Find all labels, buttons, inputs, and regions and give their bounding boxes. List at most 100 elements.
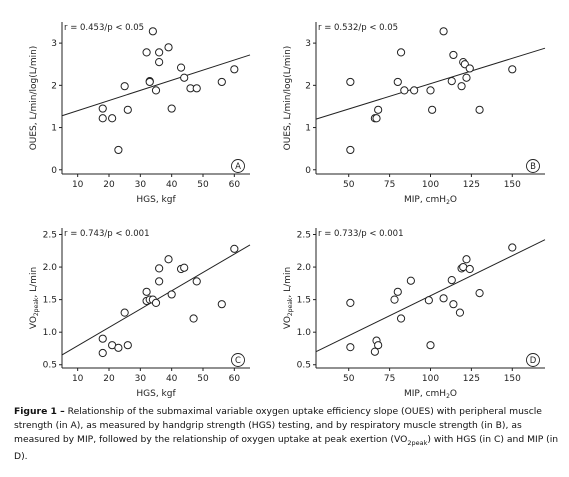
y-axis-label-c: VO2peak, L/min xyxy=(29,267,40,329)
correlation-annotation-a: r = 0.453/p < 0.05 xyxy=(64,23,144,33)
data-point-d-8 xyxy=(406,276,415,285)
x-tick-label-b-0: 50 xyxy=(343,180,355,190)
data-point-a-15 xyxy=(176,63,186,72)
data-point-d-18 xyxy=(465,264,474,274)
figure-panels: 10 20 30 40 50 60 0 1 2 3 r = 0.453/p < 0.05 A HGS, … xyxy=(29,22,546,400)
caption-subscript: 2peak xyxy=(407,438,428,447)
data-point-a-4 xyxy=(120,82,129,91)
x-tick-label-c-3: 40 xyxy=(166,374,178,384)
x-tick-label-a-1: 20 xyxy=(103,180,115,190)
data-point-d-14 xyxy=(455,308,465,317)
data-point-b-11 xyxy=(439,27,448,36)
y-tick-label-b-1: 1 xyxy=(305,124,311,134)
y-tick-label-c-0: 0.5 xyxy=(43,361,57,371)
x-tick-label-a-0: 10 xyxy=(72,180,84,190)
data-point-a-2 xyxy=(108,114,117,123)
data-point-a-10 xyxy=(151,86,161,95)
y-tick-label-c-4: 2.5 xyxy=(43,231,57,241)
y-tick-label-b-3: 3 xyxy=(305,39,311,49)
x-tick-label-a-2: 30 xyxy=(135,180,147,190)
x-tick-label-b-2: 100 xyxy=(422,180,439,190)
y-tick-label-d-3: 2.0 xyxy=(297,263,312,273)
data-point-a-9 xyxy=(148,27,157,36)
figure-caption: Figure 1 – Relationship of the submaxima… xyxy=(14,405,559,464)
panel-badge-d xyxy=(526,353,540,367)
data-point-d-7 xyxy=(396,314,406,323)
x-tick-label-c-2: 30 xyxy=(135,374,147,384)
regression-line-b xyxy=(315,47,546,120)
data-point-a-8 xyxy=(145,77,154,87)
data-point-a-18 xyxy=(192,84,201,93)
data-point-b-6 xyxy=(396,48,406,57)
caption-text-part2: ) with HGS (in C) and MIP (in D). xyxy=(14,434,559,462)
y-tick-label-c-1: 1.0 xyxy=(43,328,58,338)
data-point-c-20 xyxy=(230,244,239,253)
data-point-d-17 xyxy=(462,255,471,264)
data-point-b-9 xyxy=(426,86,435,95)
x-axis-label-d: MIP, cmH2O xyxy=(404,389,457,400)
data-point-d-2 xyxy=(370,347,379,356)
data-point-b-18 xyxy=(465,64,474,73)
data-point-a-6 xyxy=(142,48,151,57)
x-tick-label-d-1: 75 xyxy=(384,374,395,384)
y-tick-label-a-2: 2 xyxy=(51,81,57,91)
correlation-annotation-b: r = 0.532/p < 0.05 xyxy=(318,23,398,33)
y-tick-label-d-1: 1.0 xyxy=(297,328,312,338)
data-point-b-10 xyxy=(428,105,437,114)
data-point-a-11 xyxy=(155,48,164,57)
data-point-d-13 xyxy=(449,300,458,309)
data-point-a-14 xyxy=(167,104,176,113)
data-point-c-0 xyxy=(98,348,107,358)
data-point-b-17 xyxy=(462,73,471,82)
data-point-c-12 xyxy=(155,264,164,273)
data-point-c-10 xyxy=(151,298,161,307)
panel-b: 50 75 100 125 150 0 1 2 3 r = 0.532/p < 0.05 B MIP,… xyxy=(283,22,546,206)
data-point-c-19 xyxy=(217,300,226,309)
data-point-b-4 xyxy=(374,105,383,114)
x-tick-label-a-3: 40 xyxy=(166,180,178,190)
data-point-d-20 xyxy=(508,243,517,252)
data-point-c-1 xyxy=(98,334,107,343)
y-tick-label-d-0: 0.5 xyxy=(297,361,311,371)
panel-badge-a xyxy=(231,159,245,173)
data-point-b-3 xyxy=(372,114,381,123)
x-tick-label-d-2: 100 xyxy=(422,374,439,384)
data-point-d-9 xyxy=(424,296,433,305)
data-point-a-19 xyxy=(217,77,226,87)
y-tick-label-b-2: 2 xyxy=(305,81,311,91)
y-tick-label-a-0: 0 xyxy=(51,166,57,176)
data-point-b-20 xyxy=(508,65,517,74)
x-tick-label-a-5: 60 xyxy=(229,180,241,190)
regression-line-a xyxy=(61,54,251,117)
data-point-b-12 xyxy=(447,77,456,86)
data-point-c-4 xyxy=(120,308,129,317)
data-point-d-1 xyxy=(346,298,355,307)
data-point-a-5 xyxy=(123,105,132,114)
caption-text-part1: Relationship of the submaximal variable … xyxy=(14,406,542,445)
y-axis-label-a: OUES, L/min/log(L/min) xyxy=(29,46,39,151)
y-tick-label-c-2: 1.5 xyxy=(43,296,57,306)
panel-letter-b: B xyxy=(530,162,536,172)
y-tick-label-a-3: 3 xyxy=(51,39,57,49)
data-point-c-11 xyxy=(155,277,164,286)
data-point-b-5 xyxy=(393,77,402,87)
panel-badge-b xyxy=(526,159,540,173)
data-point-c-17 xyxy=(189,314,198,323)
y-tick-label-a-1: 1 xyxy=(51,124,57,134)
panel-c: 10 20 30 40 50 60 0.5 1.0 1.5 2.0 2.5 r = 0.743/p <… xyxy=(29,228,251,399)
panel-letter-a: A xyxy=(235,162,241,172)
data-point-c-16 xyxy=(180,263,189,272)
data-point-c-18 xyxy=(192,277,201,286)
data-point-c-6 xyxy=(142,287,151,296)
y-axis-label-d: VO2peak, L/min xyxy=(283,267,294,329)
data-point-c-3 xyxy=(114,343,123,352)
data-point-a-3 xyxy=(114,145,123,155)
y-tick-label-b-0: 0 xyxy=(305,166,311,176)
regression-line-d xyxy=(315,239,546,353)
data-point-d-5 xyxy=(390,295,399,304)
data-point-a-20 xyxy=(230,65,239,74)
x-tick-label-c-5: 60 xyxy=(229,374,241,384)
panel-letter-c: C xyxy=(235,356,241,366)
data-point-d-19 xyxy=(475,289,484,298)
